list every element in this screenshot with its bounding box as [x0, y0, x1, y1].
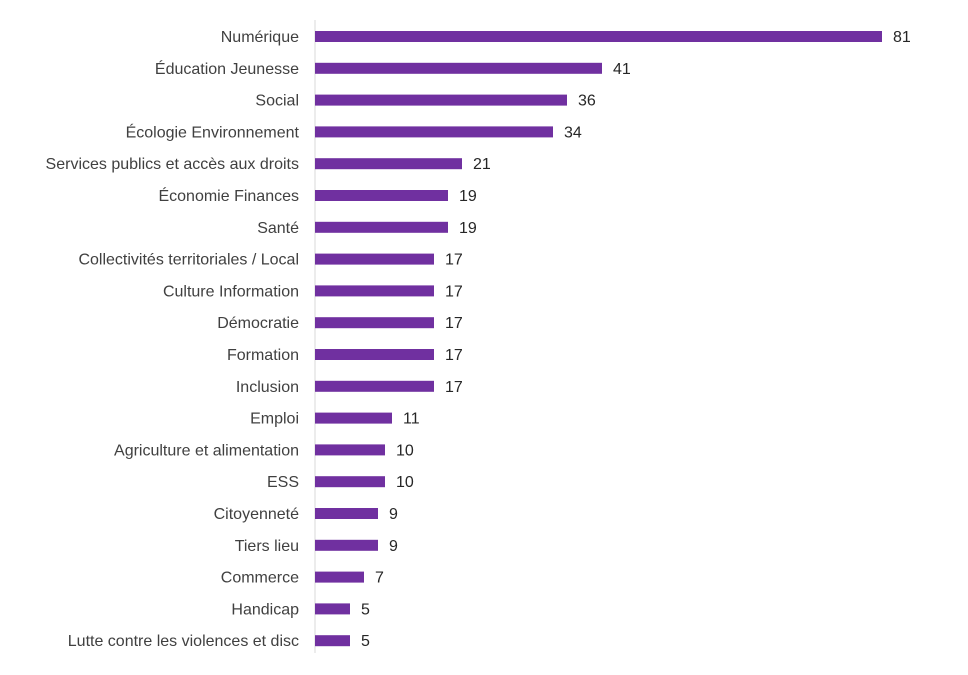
category-labels-group: Numérique Éducation Jeunesse Social Écologi…: [46, 29, 300, 650]
bar-6: [315, 221, 448, 233]
value-label-3: 34: [564, 124, 582, 141]
category-label-18: Handicap: [231, 601, 299, 618]
bar-8: [315, 285, 434, 297]
value-label-8: 17: [445, 283, 463, 300]
bar-11: [315, 380, 434, 392]
bar-5: [315, 190, 448, 201]
category-label-17: Commerce: [221, 570, 299, 587]
value-label-12: 11: [403, 411, 420, 428]
value-label-15: 9: [389, 506, 398, 523]
category-label-3: Écologie Environnement: [126, 122, 300, 141]
category-label-10: Formation: [227, 347, 299, 364]
value-label-5: 19: [459, 188, 477, 205]
bar-17: [315, 571, 364, 583]
bar-16: [315, 539, 378, 551]
value-label-7: 17: [445, 252, 463, 269]
value-label-18: 5: [361, 601, 370, 618]
value-label-4: 21: [473, 156, 491, 173]
bar-12: [315, 412, 392, 424]
value-label-1: 41: [613, 61, 631, 78]
category-label-2: Social: [255, 93, 299, 110]
value-label-6: 19: [459, 220, 477, 237]
value-label-11: 17: [445, 379, 463, 396]
category-label-16: Tiers lieu: [235, 538, 299, 555]
value-label-17: 7: [375, 570, 384, 587]
category-label-14: ESS: [267, 474, 299, 491]
bar-10: [315, 349, 434, 360]
value-label-19: 5: [361, 633, 370, 650]
bar-19: [315, 635, 350, 647]
value-label-13: 10: [396, 442, 414, 459]
bar-4: [315, 158, 462, 170]
bar-14: [315, 476, 385, 488]
bar-13: [315, 444, 385, 456]
category-label-6: Santé: [257, 220, 299, 237]
category-label-9: Démocratie: [217, 315, 299, 332]
bar-9: [315, 317, 434, 329]
bar-3: [315, 126, 553, 138]
value-label-0: 81: [893, 29, 911, 46]
category-label-12: Emploi: [250, 411, 299, 428]
category-label-5: Économie Finances: [158, 186, 299, 205]
bar-18: [315, 603, 350, 615]
category-label-19: Lutte contre les violences et disc: [68, 633, 299, 650]
value-label-14: 10: [396, 474, 414, 491]
value-label-16: 9: [389, 538, 398, 555]
category-label-4: Services publics et accès aux droits: [46, 156, 299, 173]
bar-0: [315, 31, 882, 42]
value-label-9: 17: [445, 315, 463, 332]
category-label-7: Collectivités territoriales / Local: [78, 252, 299, 269]
category-label-0: Numérique: [221, 29, 299, 46]
category-label-11: Inclusion: [236, 379, 299, 396]
value-label-2: 36: [578, 93, 596, 110]
category-label-8: Culture Information: [163, 283, 299, 300]
category-label-13: Agriculture et alimentation: [114, 442, 299, 459]
bar-1: [315, 62, 602, 74]
category-label-1: Éducation Jeunesse: [155, 59, 299, 78]
bars-group: [315, 31, 882, 647]
category-label-15: Citoyenneté: [214, 506, 299, 523]
bar-2: [315, 94, 567, 106]
bar-7: [315, 253, 434, 265]
value-label-10: 17: [445, 347, 463, 364]
bar-15: [315, 508, 378, 519]
